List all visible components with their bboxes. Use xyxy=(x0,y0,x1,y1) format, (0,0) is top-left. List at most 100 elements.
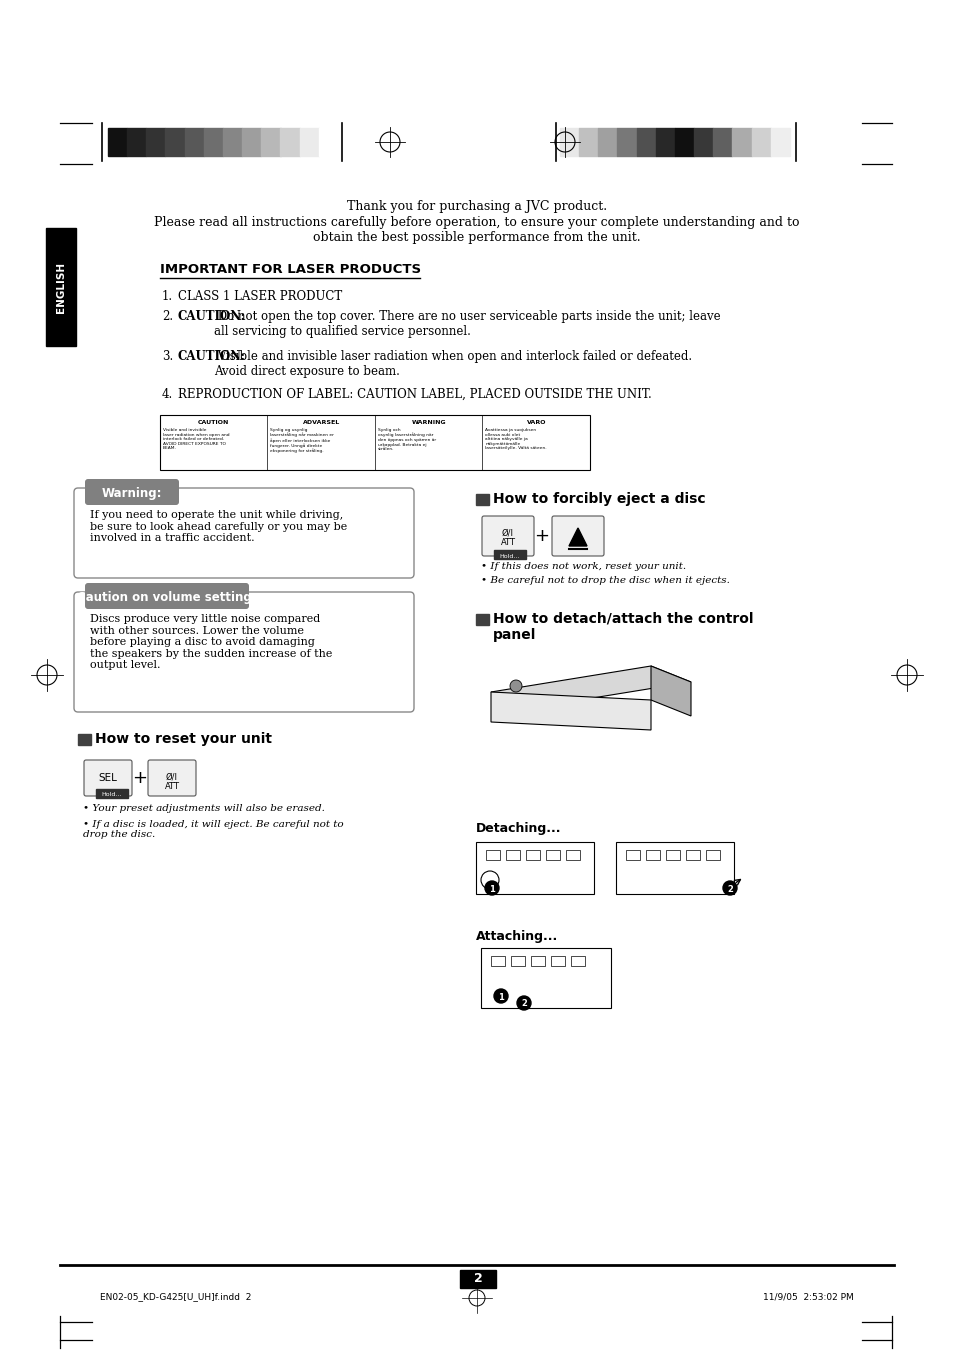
FancyBboxPatch shape xyxy=(74,592,414,712)
Text: 1: 1 xyxy=(489,885,495,893)
Text: 3.: 3. xyxy=(162,350,173,363)
Text: Do not open the top cover. There are no user serviceable parts inside the unit; : Do not open the top cover. There are no … xyxy=(214,309,720,338)
FancyBboxPatch shape xyxy=(85,480,179,505)
Bar xyxy=(261,128,280,155)
FancyBboxPatch shape xyxy=(84,761,132,796)
Text: Visible and invisible
laser radiation when open and
interlock failed or defeated: Visible and invisible laser radiation wh… xyxy=(163,428,230,450)
Bar xyxy=(480,948,610,1008)
Text: 4.: 4. xyxy=(162,388,173,401)
Text: Discs produce very little noise compared
with other sources. Lower the volume
be: Discs produce very little noise compared… xyxy=(90,613,332,670)
Bar xyxy=(505,850,519,861)
Text: • Be careful not to drop the disc when it ejects.: • Be careful not to drop the disc when i… xyxy=(480,576,729,585)
Bar xyxy=(655,128,675,155)
Bar xyxy=(185,128,204,155)
Text: ENGLISH: ENGLISH xyxy=(56,262,66,312)
Text: CAUTION:: CAUTION: xyxy=(178,309,246,323)
FancyBboxPatch shape xyxy=(85,584,249,609)
Bar xyxy=(476,842,594,894)
Text: 1: 1 xyxy=(497,993,503,1001)
Text: ADVARSEL: ADVARSEL xyxy=(302,420,339,426)
FancyBboxPatch shape xyxy=(552,516,603,557)
Bar xyxy=(571,957,584,966)
Bar xyxy=(565,850,579,861)
Text: Synlig og usynlig
laserstråling når maskinen er
åpen eller interlocksen ikke
fun: Synlig og usynlig laserstråling når mask… xyxy=(271,428,334,454)
Text: +: + xyxy=(534,527,549,544)
Bar xyxy=(242,128,261,155)
Circle shape xyxy=(494,989,507,1002)
Bar xyxy=(645,850,659,861)
Text: If you need to operate the unit while driving,
be sure to look ahead carefully o: If you need to operate the unit while dr… xyxy=(90,509,347,543)
Bar xyxy=(204,128,223,155)
Text: • If this does not work, reset your unit.: • If this does not work, reset your unit… xyxy=(480,562,685,571)
Bar xyxy=(616,842,733,894)
Bar xyxy=(223,128,242,155)
Circle shape xyxy=(510,680,521,692)
Bar xyxy=(675,128,694,155)
Text: Thank you for purchasing a JVC product.: Thank you for purchasing a JVC product. xyxy=(347,200,606,213)
Text: Detaching...: Detaching... xyxy=(476,821,561,835)
Bar xyxy=(732,128,751,155)
Text: Please read all instructions carefully before operation, to ensure your complete: Please read all instructions carefully b… xyxy=(154,216,799,245)
Bar xyxy=(108,128,127,155)
Circle shape xyxy=(517,996,531,1011)
Circle shape xyxy=(722,881,737,894)
FancyBboxPatch shape xyxy=(74,488,414,578)
Text: 2.: 2. xyxy=(162,309,172,323)
Bar xyxy=(665,850,679,861)
Bar xyxy=(511,957,524,966)
Text: • Your preset adjustments will also be erased.: • Your preset adjustments will also be e… xyxy=(83,804,325,813)
Text: 2: 2 xyxy=(726,885,732,893)
Text: How to forcibly eject a disc: How to forcibly eject a disc xyxy=(493,492,705,507)
FancyBboxPatch shape xyxy=(148,761,195,796)
Text: SEL: SEL xyxy=(98,773,117,784)
Bar xyxy=(705,850,720,861)
Text: Ø/I: Ø/I xyxy=(501,528,514,536)
Bar xyxy=(46,228,76,346)
Bar xyxy=(551,957,564,966)
Bar xyxy=(559,128,578,155)
Bar xyxy=(494,550,525,559)
Text: ATT: ATT xyxy=(164,782,179,790)
Text: 2: 2 xyxy=(473,1273,482,1286)
Text: EN02-05_KD-G425[U_UH]f.indd  2: EN02-05_KD-G425[U_UH]f.indd 2 xyxy=(100,1292,251,1301)
Bar xyxy=(545,850,559,861)
Bar xyxy=(598,128,617,155)
Bar xyxy=(685,850,700,861)
Text: Attaching...: Attaching... xyxy=(476,929,558,943)
Text: Visible and invisible laser radiation when open and interlock failed or defeated: Visible and invisible laser radiation wh… xyxy=(214,350,692,378)
Text: CAUTION:: CAUTION: xyxy=(178,350,246,363)
Text: How to detach/attach the control
panel: How to detach/attach the control panel xyxy=(493,612,753,642)
Bar xyxy=(770,128,789,155)
Bar xyxy=(280,128,299,155)
Text: Synlig och
osynlig laserstrålning när
den öppnas och spärren är
urkapplad. Betra: Synlig och osynlig laserstrålning när de… xyxy=(377,428,436,451)
Bar xyxy=(713,128,732,155)
Bar xyxy=(491,957,504,966)
Bar xyxy=(78,734,91,744)
Bar xyxy=(160,415,589,470)
Polygon shape xyxy=(491,666,690,708)
Text: WARNING: WARNING xyxy=(411,420,446,426)
Bar xyxy=(299,128,318,155)
Text: CLASS 1 LASER PRODUCT: CLASS 1 LASER PRODUCT xyxy=(178,290,342,303)
Text: Avattiessa ja suojuksen
ollessa auki olet
alttiina näkyvälle ja
näkymättömälle
l: Avattiessa ja suojuksen ollessa auki ole… xyxy=(485,428,547,450)
Text: 2: 2 xyxy=(520,1000,526,1008)
Bar xyxy=(578,128,598,155)
Bar xyxy=(636,128,655,155)
Bar xyxy=(531,957,544,966)
Polygon shape xyxy=(650,666,690,716)
Text: 11/9/05  2:53:02 PM: 11/9/05 2:53:02 PM xyxy=(762,1292,853,1301)
FancyBboxPatch shape xyxy=(481,516,534,557)
Bar xyxy=(751,128,770,155)
Text: CAUTION: CAUTION xyxy=(198,420,230,426)
Text: REPRODUCTION OF LABEL: CAUTION LABEL, PLACED OUTSIDE THE UNIT.: REPRODUCTION OF LABEL: CAUTION LABEL, PL… xyxy=(178,388,651,401)
Text: IMPORTANT FOR LASER PRODUCTS: IMPORTANT FOR LASER PRODUCTS xyxy=(160,263,420,276)
Text: VARO: VARO xyxy=(526,420,545,426)
Text: • If a disc is loaded, it will eject. Be careful not to
drop the disc.: • If a disc is loaded, it will eject. Be… xyxy=(83,820,343,839)
Polygon shape xyxy=(568,528,586,546)
Circle shape xyxy=(484,881,498,894)
Text: Hold...: Hold... xyxy=(102,793,122,797)
Bar xyxy=(485,850,499,861)
Text: Warning:: Warning: xyxy=(102,486,162,500)
Bar xyxy=(625,850,639,861)
Bar xyxy=(146,128,165,155)
